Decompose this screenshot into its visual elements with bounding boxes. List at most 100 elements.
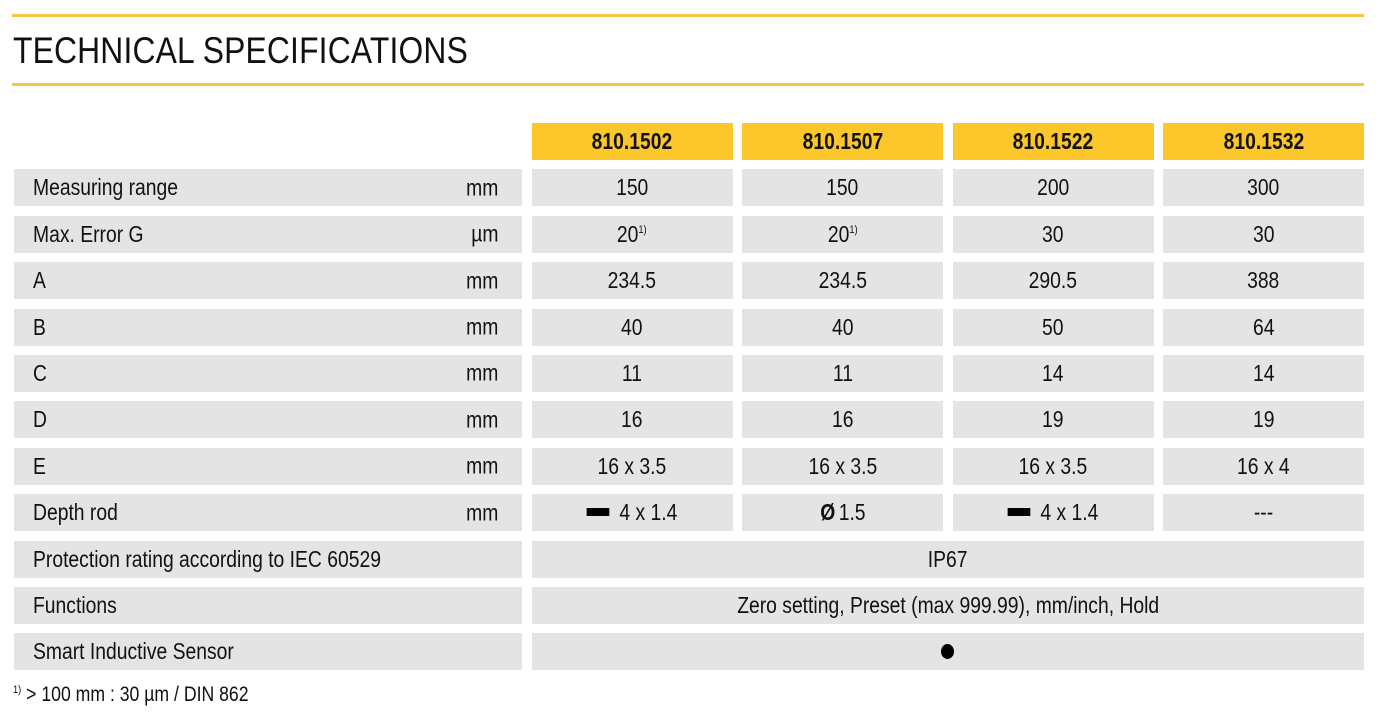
row-label: Depth rod bbox=[33, 499, 118, 526]
value: 20 bbox=[827, 220, 850, 247]
footnote: 1) > 100 mm : 30 µm / DIN 862 bbox=[13, 683, 249, 706]
row-label: E bbox=[33, 452, 46, 479]
column-header-model: 810.1532 bbox=[1163, 123, 1364, 160]
value: 11 bbox=[832, 359, 853, 386]
column-header-model: 810.1502 bbox=[531, 123, 733, 160]
filled-dot-icon bbox=[941, 644, 955, 660]
spec-table: 810.1502 810.1507 810.1522 810.1532 Measurin… bbox=[14, 123, 1364, 671]
value-wrap: 14 bbox=[1042, 360, 1063, 387]
value: 30 bbox=[1042, 220, 1064, 247]
value-wrap: 11 bbox=[832, 360, 852, 387]
value-cell: 16 x 3.5 bbox=[742, 447, 943, 485]
header-blank bbox=[14, 123, 522, 160]
value: 150 bbox=[826, 174, 859, 201]
value-cell: Ø 1.5 bbox=[742, 494, 943, 532]
row-label-cell: Protection rating according to IEC 60529 bbox=[14, 540, 522, 578]
value-wrap: 30 bbox=[1042, 221, 1063, 248]
row-label: Max. Error G bbox=[33, 220, 144, 247]
column-header-model: 810.1522 bbox=[952, 123, 1154, 160]
value-cell: 201) bbox=[531, 215, 733, 253]
value-cell: 234.5 bbox=[742, 262, 943, 300]
value: 200 bbox=[1036, 174, 1070, 201]
row-label: C bbox=[33, 359, 47, 386]
value: 16 x 4 bbox=[1237, 452, 1290, 479]
value: 234.5 bbox=[607, 267, 657, 294]
value-cell: 300 bbox=[1163, 169, 1364, 207]
value-wrap: 19 bbox=[1042, 406, 1063, 433]
value-cell: 201) bbox=[742, 215, 943, 253]
value: 16 x 3.5 bbox=[808, 452, 877, 479]
value: 40 bbox=[621, 313, 643, 340]
value-cell: 150 bbox=[531, 169, 733, 207]
row-label: D bbox=[33, 406, 47, 433]
row-unit: mm bbox=[465, 313, 498, 340]
value-wrap: 40 bbox=[621, 314, 642, 341]
value-wrap: 4 x 1.4 bbox=[586, 499, 678, 526]
value-wrap: Ø 1.5 bbox=[820, 499, 865, 526]
value-wrap: 16 x 3.5 bbox=[808, 453, 877, 480]
value-cell: 30 bbox=[952, 215, 1154, 253]
row-label: Protection rating according to IEC 60529 bbox=[33, 545, 381, 572]
row-label-cell: Smart Inductive Sensor bbox=[14, 633, 522, 671]
row-unit: mm bbox=[465, 499, 498, 526]
value-wrap: 16 bbox=[621, 406, 642, 433]
value: 19 bbox=[1252, 406, 1275, 433]
value-wrap: 16 x 3.5 bbox=[598, 453, 667, 480]
value-wrap: 201) bbox=[617, 221, 647, 248]
title-rule bbox=[12, 83, 1364, 86]
value-wrap: 201) bbox=[828, 221, 858, 248]
span-value-cell: IP67 bbox=[531, 540, 1364, 578]
value-wrap: 11 bbox=[622, 360, 642, 387]
value: 16 bbox=[621, 406, 643, 433]
value-cell: 30 bbox=[1163, 215, 1364, 253]
value-cell: 388 bbox=[1163, 262, 1364, 300]
row-label-cell: Max. Error G µm bbox=[14, 215, 522, 253]
value-cell: 16 x 3.5 bbox=[531, 447, 733, 485]
page-title: TECHNICAL SPECIFICATIONS bbox=[13, 30, 468, 71]
value-cell: 16 bbox=[531, 401, 733, 439]
value: 150 bbox=[615, 174, 649, 201]
span-value-cell: Zero setting, Preset (max 999.99), mm/in… bbox=[531, 586, 1364, 624]
value: 4 x 1.4 bbox=[1040, 499, 1099, 526]
value-cell: 200 bbox=[952, 169, 1154, 207]
row-label: Functions bbox=[33, 591, 117, 618]
value-wrap: 64 bbox=[1253, 314, 1274, 341]
value: 1.5 bbox=[838, 499, 866, 526]
span-value-cell bbox=[531, 633, 1364, 671]
value: 16 x 3.5 bbox=[1018, 452, 1088, 479]
value-wrap: 16 x 3.5 bbox=[1019, 453, 1088, 480]
value-cell: 19 bbox=[1163, 401, 1364, 439]
footnote-ref: 1) bbox=[849, 223, 858, 236]
value-cell: 64 bbox=[1163, 308, 1364, 346]
value-cell: 290.5 bbox=[952, 262, 1154, 300]
value: 16 x 3.5 bbox=[597, 452, 667, 479]
value-wrap: 290.5 bbox=[1029, 267, 1077, 294]
value-cell: 16 x 4 bbox=[1163, 447, 1364, 485]
value-wrap: 200 bbox=[1037, 174, 1069, 201]
row-unit: mm bbox=[465, 359, 498, 386]
value: 4 x 1.4 bbox=[619, 499, 678, 526]
value-wrap: 150 bbox=[616, 174, 648, 201]
value-wrap: 300 bbox=[1247, 174, 1279, 201]
footnote-ref: 1) bbox=[638, 223, 647, 236]
value-cell: 16 x 3.5 bbox=[952, 447, 1154, 485]
value: 20 bbox=[617, 220, 639, 247]
model-number: 810.1532 bbox=[1223, 128, 1304, 154]
value-cell: 16 bbox=[742, 401, 943, 439]
flat-bar-icon bbox=[1007, 508, 1031, 517]
value: 19 bbox=[1042, 406, 1064, 433]
row-label: Measuring range bbox=[33, 174, 178, 201]
value-wrap: 234.5 bbox=[608, 267, 656, 294]
model-number: 810.1502 bbox=[591, 128, 673, 154]
row-label-cell: Depth rod mm bbox=[14, 494, 522, 532]
value-wrap: 40 bbox=[832, 314, 853, 341]
row-label-cell: Functions bbox=[14, 586, 522, 624]
value: 64 bbox=[1252, 313, 1275, 340]
row-unit: mm bbox=[465, 174, 498, 201]
value-cell: 234.5 bbox=[531, 262, 733, 300]
value-wrap: 388 bbox=[1247, 267, 1279, 294]
